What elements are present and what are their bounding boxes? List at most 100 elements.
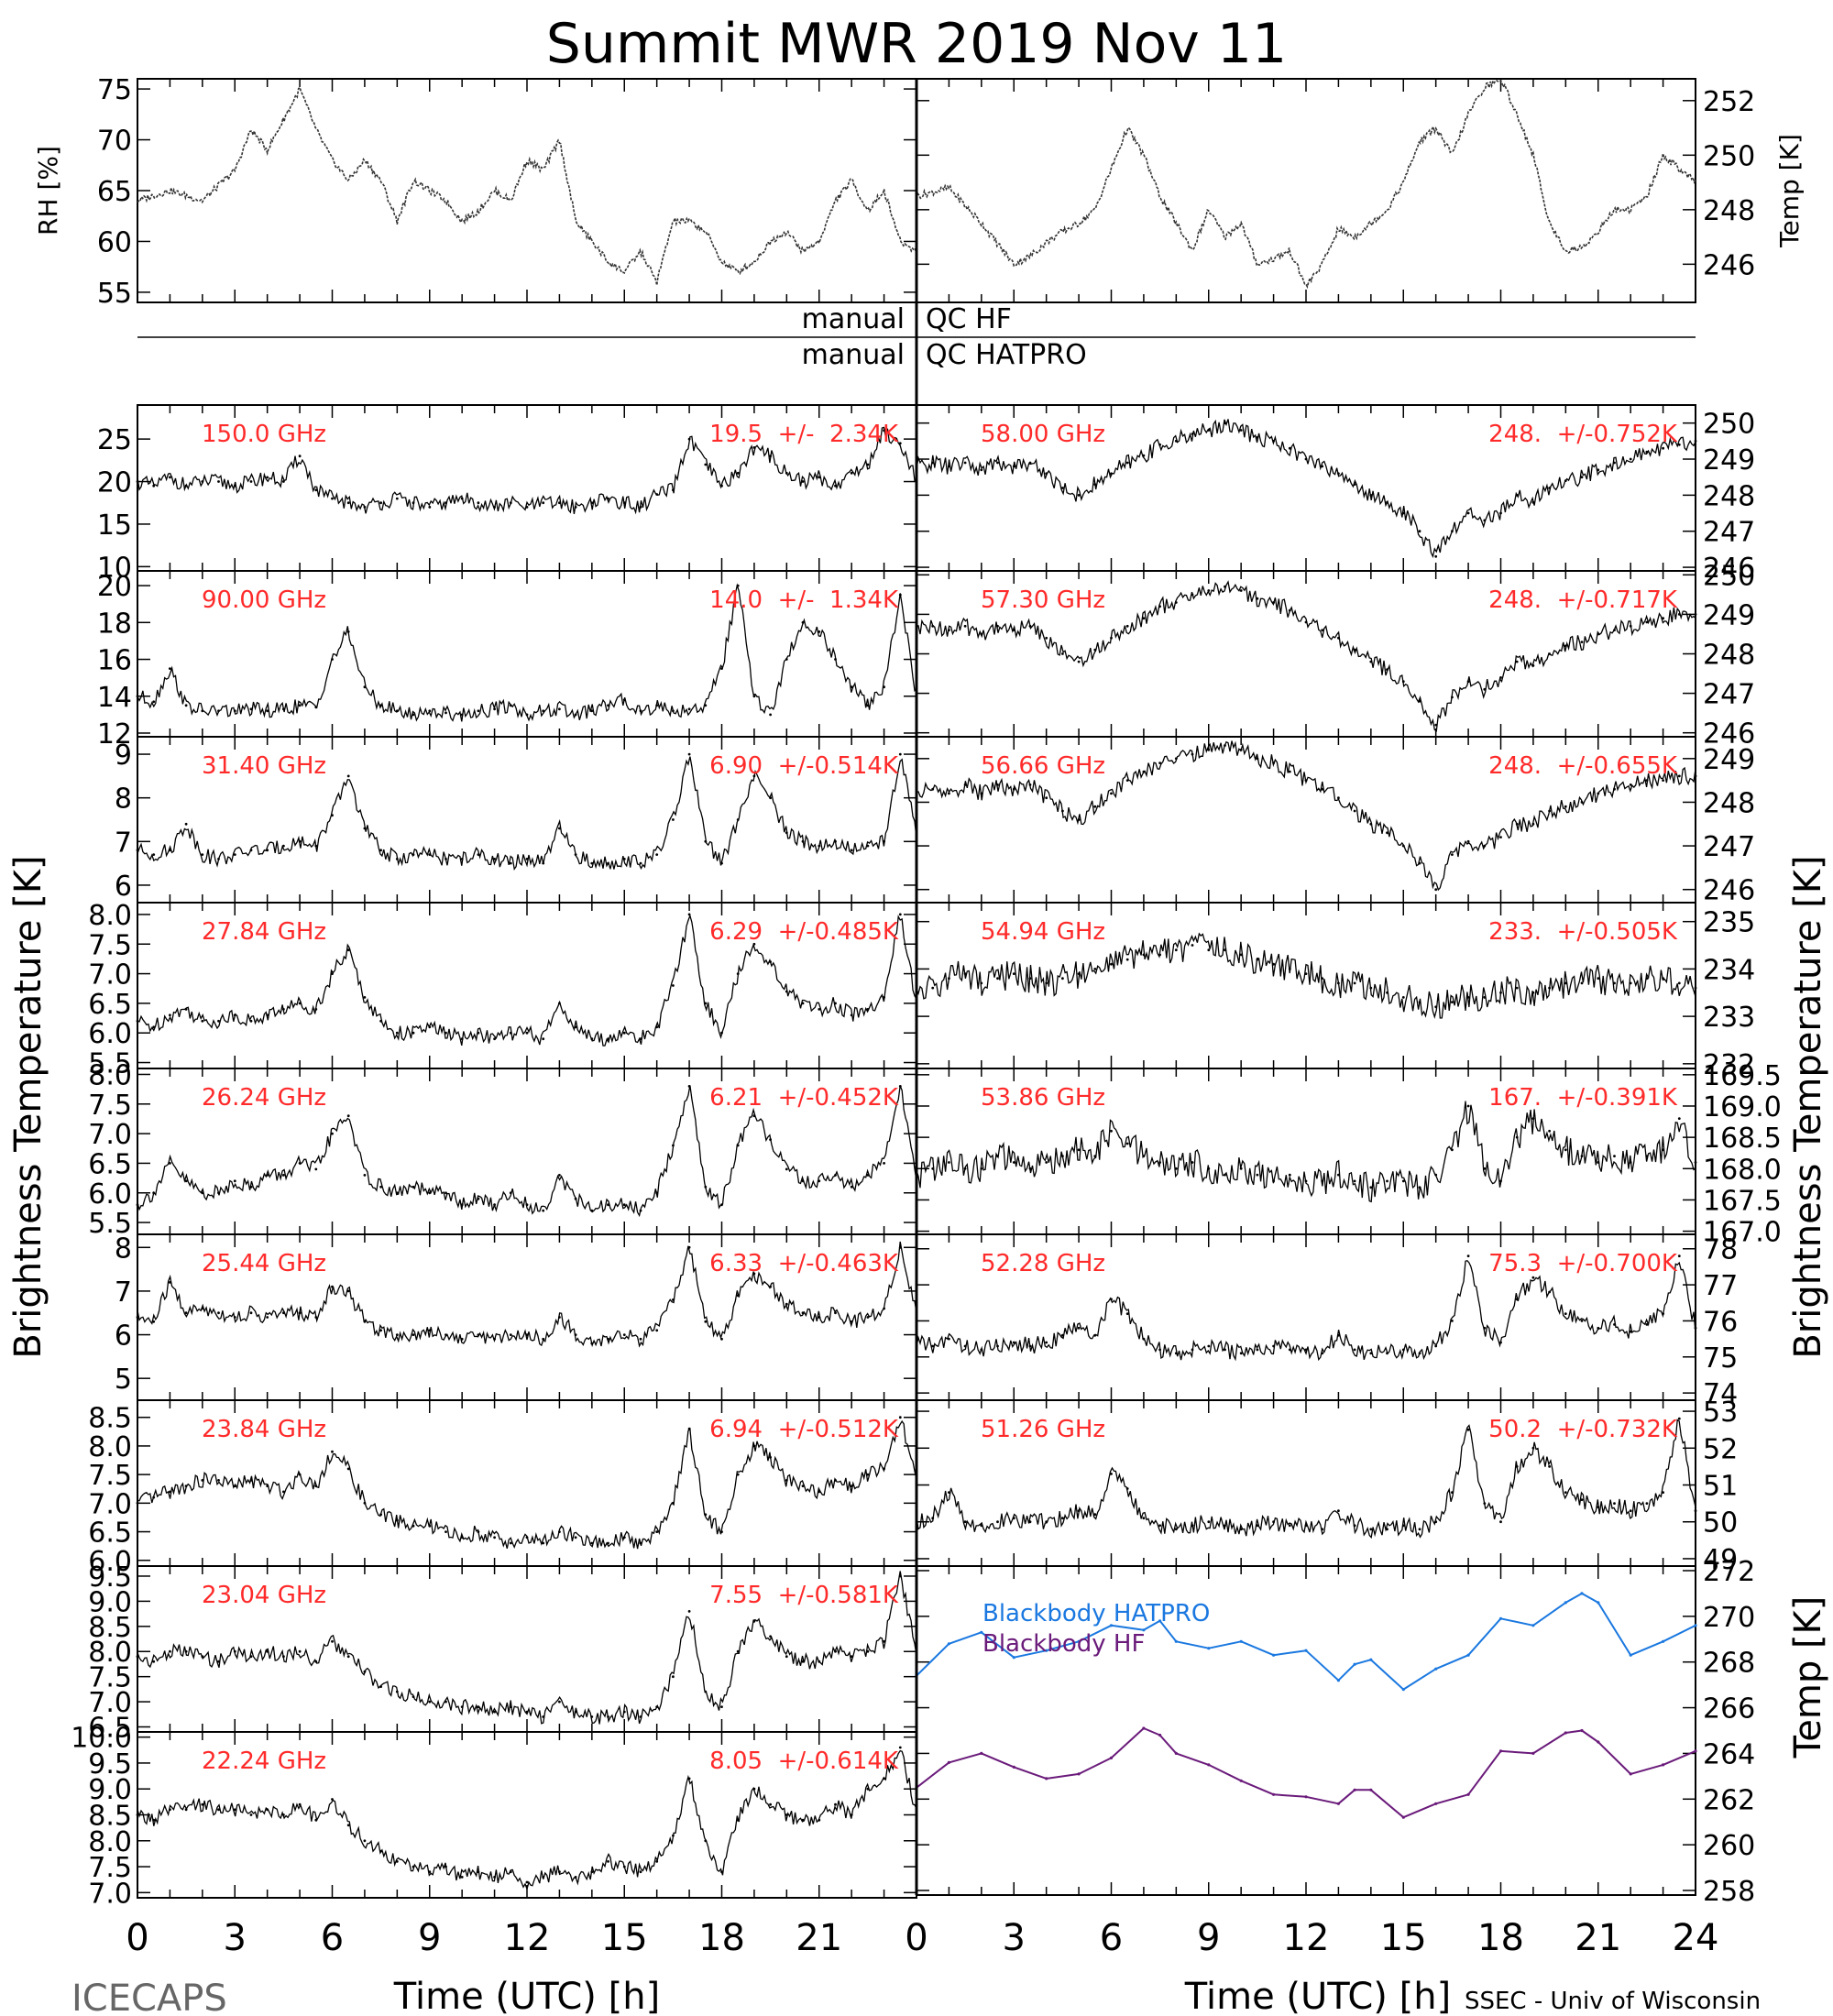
ch15-point	[1110, 1298, 1113, 1301]
ch8-point	[331, 1639, 334, 1643]
ch7-point	[509, 1541, 512, 1545]
ch11-point	[1401, 680, 1405, 684]
chart-7-ytick-label: 8	[115, 1233, 132, 1265]
chart-3-ytick-label: 12	[97, 718, 132, 751]
ch9-point	[169, 1808, 171, 1812]
ch13-point	[1125, 958, 1129, 961]
ch8-point	[850, 1655, 853, 1659]
chart-6-ytick-label: 7.0	[88, 1119, 132, 1151]
qc-label-manual-hatpro: manual	[802, 339, 905, 371]
ch4-point	[169, 1013, 171, 1017]
ch5-point	[217, 1191, 220, 1195]
ch16-point	[1629, 1509, 1632, 1513]
ch7-point	[346, 1467, 350, 1471]
ch15-point	[1207, 1344, 1211, 1348]
ch12-point	[1110, 792, 1113, 795]
ch15-point	[1499, 1341, 1502, 1344]
channel-frequency-label: 150.0 GHz	[202, 421, 326, 448]
ch11-point	[1321, 629, 1324, 631]
channel-stat-label: 6.90 +/-0.514K	[709, 752, 899, 780]
ch13-point	[1239, 953, 1243, 957]
ch14-point	[1224, 1173, 1226, 1177]
ch8-point	[509, 1705, 512, 1708]
ch6-point	[622, 1333, 626, 1336]
ch10-point	[1077, 494, 1081, 497]
ch14-point	[1077, 1148, 1081, 1152]
ch8-point	[866, 1649, 870, 1653]
ch6-point	[883, 1307, 885, 1310]
ch1-point	[282, 480, 285, 483]
ch4-point	[493, 1037, 496, 1041]
chart-8-ytick-label: 6.5	[88, 1517, 132, 1550]
ch16-point	[1093, 1513, 1097, 1517]
ch3-point	[379, 849, 382, 852]
ch4-point	[525, 1031, 529, 1035]
ch7-point	[201, 1479, 204, 1482]
ch5-point	[314, 1167, 318, 1171]
ch4-point	[736, 972, 740, 975]
ch4-point	[834, 1002, 837, 1005]
series-hatpro-point	[1531, 1624, 1535, 1627]
ch13-point	[1012, 972, 1015, 975]
ch10-point	[1239, 429, 1243, 432]
ch16-point	[1304, 1524, 1308, 1528]
ch15-point	[1077, 1326, 1081, 1330]
ch15-point	[1434, 1344, 1438, 1348]
ch16-point	[1662, 1491, 1664, 1494]
chart-14-ytick-label: 234	[1703, 954, 1755, 986]
ch2-point	[152, 700, 156, 704]
series-hatpro-point	[1304, 1649, 1308, 1652]
ch1-point	[298, 455, 302, 458]
channel-frequency-label: 27.84 GHz	[202, 918, 326, 946]
chart-0-ytick-label: 60	[97, 226, 132, 258]
ch16-point	[1483, 1502, 1487, 1505]
ch12-point	[1093, 805, 1097, 808]
ch6-point	[558, 1316, 561, 1319]
ch4-point	[298, 1002, 302, 1005]
channel-frequency-label: 31.40 GHz	[202, 752, 326, 780]
ch3-point	[818, 844, 821, 848]
ch6-trace	[137, 1241, 917, 1348]
ch6-point	[704, 1320, 708, 1323]
ch4-point	[769, 960, 772, 963]
ch3-point	[152, 853, 156, 856]
ch5-point	[558, 1174, 561, 1177]
ch4-point	[249, 1019, 253, 1023]
channel-frequency-label: 51.26 GHz	[981, 1416, 1105, 1443]
ch16-point	[1239, 1528, 1243, 1531]
ch5-point	[639, 1209, 642, 1212]
ch13-point	[1499, 991, 1502, 994]
ch8-point	[152, 1660, 156, 1663]
ch10-point	[1191, 433, 1194, 435]
ch1-point	[217, 480, 220, 483]
ch9-point	[493, 1875, 496, 1879]
ch10-point	[1288, 446, 1291, 450]
ch5-point	[769, 1138, 772, 1141]
ch2-point	[169, 667, 171, 670]
x-tick-label-right: 6	[1100, 1917, 1123, 1959]
ch5-point	[607, 1203, 609, 1207]
ch5-point	[201, 1191, 204, 1195]
ch9-point	[445, 1865, 447, 1868]
temp-trace	[916, 79, 1696, 290]
ch16-point	[1142, 1517, 1146, 1520]
ch9-point	[331, 1798, 334, 1801]
ch2-point	[736, 584, 740, 587]
ch7-point	[801, 1485, 805, 1487]
ch7-point	[785, 1479, 788, 1482]
panel-ch4: 5.56.06.57.07.58.0 27.84 GHz 6.29 +/-0.485…	[88, 900, 918, 1080]
ch11-point	[1564, 644, 1567, 648]
ch1-point	[574, 506, 577, 509]
ch1-point	[184, 484, 188, 488]
x-tick-label-left: 0	[126, 1917, 148, 1959]
ch10-point	[1142, 454, 1146, 457]
x-tick-label-right: 12	[1283, 1917, 1330, 1959]
ch10-point	[1125, 461, 1129, 465]
ch5-point	[428, 1191, 432, 1195]
chart-9-ytick-label: 9.5	[88, 1561, 132, 1594]
ch6-point	[785, 1302, 788, 1306]
ch4-point	[655, 1025, 659, 1029]
ch8-point	[395, 1690, 399, 1693]
series-hatpro-point	[1272, 1653, 1276, 1657]
panel-ch8: 6.57.07.58.08.59.09.5 23.04 GHz 7.55 +/-0.…	[88, 1561, 918, 1745]
